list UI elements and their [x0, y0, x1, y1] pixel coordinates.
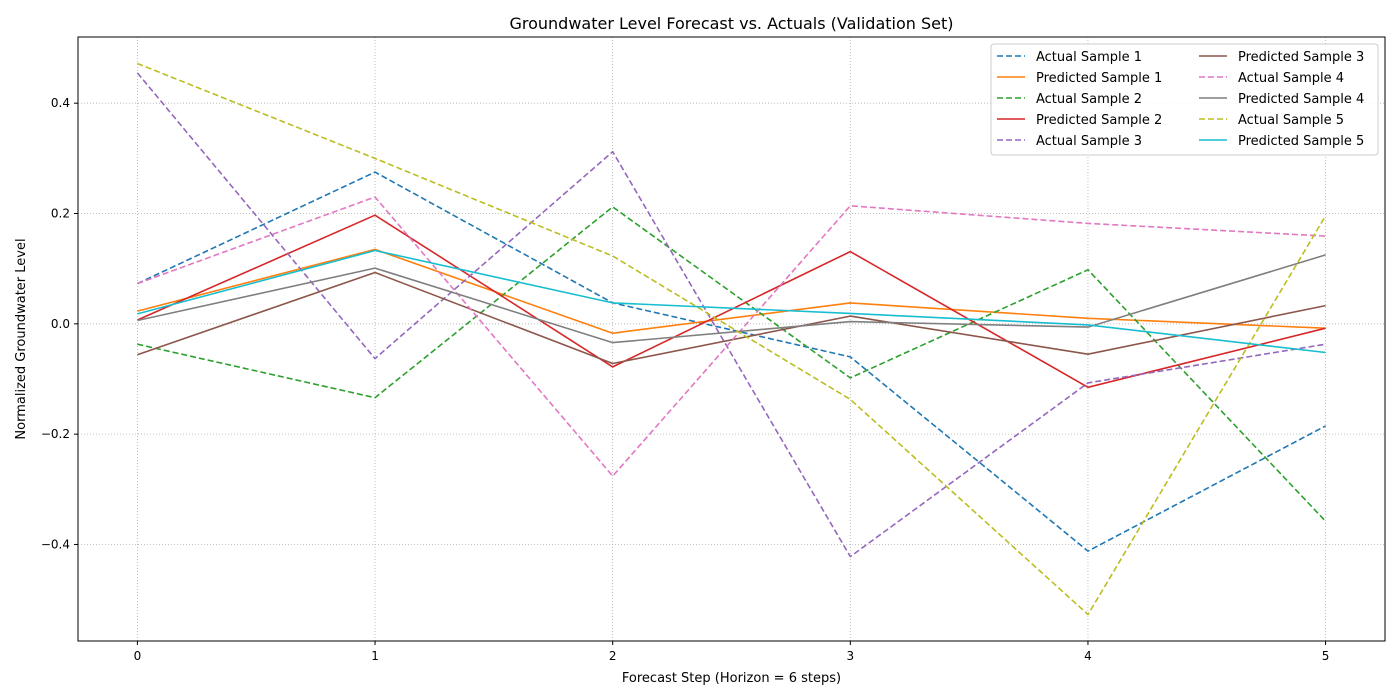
x-tick-label: 3	[846, 649, 854, 663]
series-line-predicted-sample-3	[137, 271, 1326, 365]
x-tick-label: 1	[371, 649, 379, 663]
axis-ticks: 0 1 2 3 4 5 −0.4 −0.2 0.0 0.2 0.4	[41, 96, 1330, 663]
legend-label-predicted-sample-1: Predicted Sample 1	[1036, 71, 1162, 86]
y-tick-label: 0.2	[51, 207, 70, 221]
plot-frame	[77, 36, 1386, 642]
y-tick-label: −0.2	[41, 427, 70, 441]
legend-label-predicted-sample-4: Predicted Sample 4	[1238, 92, 1364, 107]
x-tick-label: 2	[609, 649, 617, 663]
series-line-actual-sample-1	[137, 171, 1326, 552]
series-line-actual-sample-3	[136, 72, 1326, 558]
legend-box	[990, 43, 1379, 156]
legend: Actual Sample 1 Predicted Sample 1 Actual …	[990, 43, 1379, 156]
y-tick-label: −0.4	[41, 537, 70, 551]
legend-label-actual-sample-2: Actual Sample 2	[1036, 92, 1142, 107]
legend-label-predicted-sample-5: Predicted Sample 5	[1238, 134, 1364, 149]
series-lines	[136, 62, 1327, 616]
y-tick-label: 0.0	[51, 317, 70, 331]
series-line-actual-sample-5	[137, 62, 1327, 616]
legend-label-actual-sample-4: Actual Sample 4	[1238, 71, 1344, 86]
y-axis-label: Normalized Groundwater Level	[14, 238, 29, 439]
x-tick-label: 5	[1322, 649, 1330, 663]
y-tick-label: 0.4	[51, 96, 70, 110]
x-axis-label: Forecast Step (Horizon = 6 steps)	[622, 671, 841, 686]
legend-label-actual-sample-1: Actual Sample 1	[1036, 50, 1142, 65]
series-line-actual-sample-2	[137, 206, 1327, 522]
series-line-actual-sample-4	[137, 196, 1326, 477]
legend-label-actual-sample-5: Actual Sample 5	[1238, 113, 1344, 128]
x-tick-label: 0	[134, 649, 142, 663]
series-line-predicted-sample-4	[137, 254, 1326, 344]
legend-label-predicted-sample-2: Predicted Sample 2	[1036, 113, 1162, 128]
chart-title: Groundwater Level Forecast vs. Actuals (…	[509, 14, 953, 33]
legend-label-actual-sample-3: Actual Sample 3	[1036, 134, 1142, 149]
legend-label-predicted-sample-3: Predicted Sample 3	[1238, 50, 1364, 65]
x-tick-label: 4	[1084, 649, 1092, 663]
series-line-predicted-sample-5	[137, 249, 1326, 354]
series-line-predicted-sample-2	[137, 214, 1326, 389]
series-line-predicted-sample-1	[137, 248, 1326, 335]
